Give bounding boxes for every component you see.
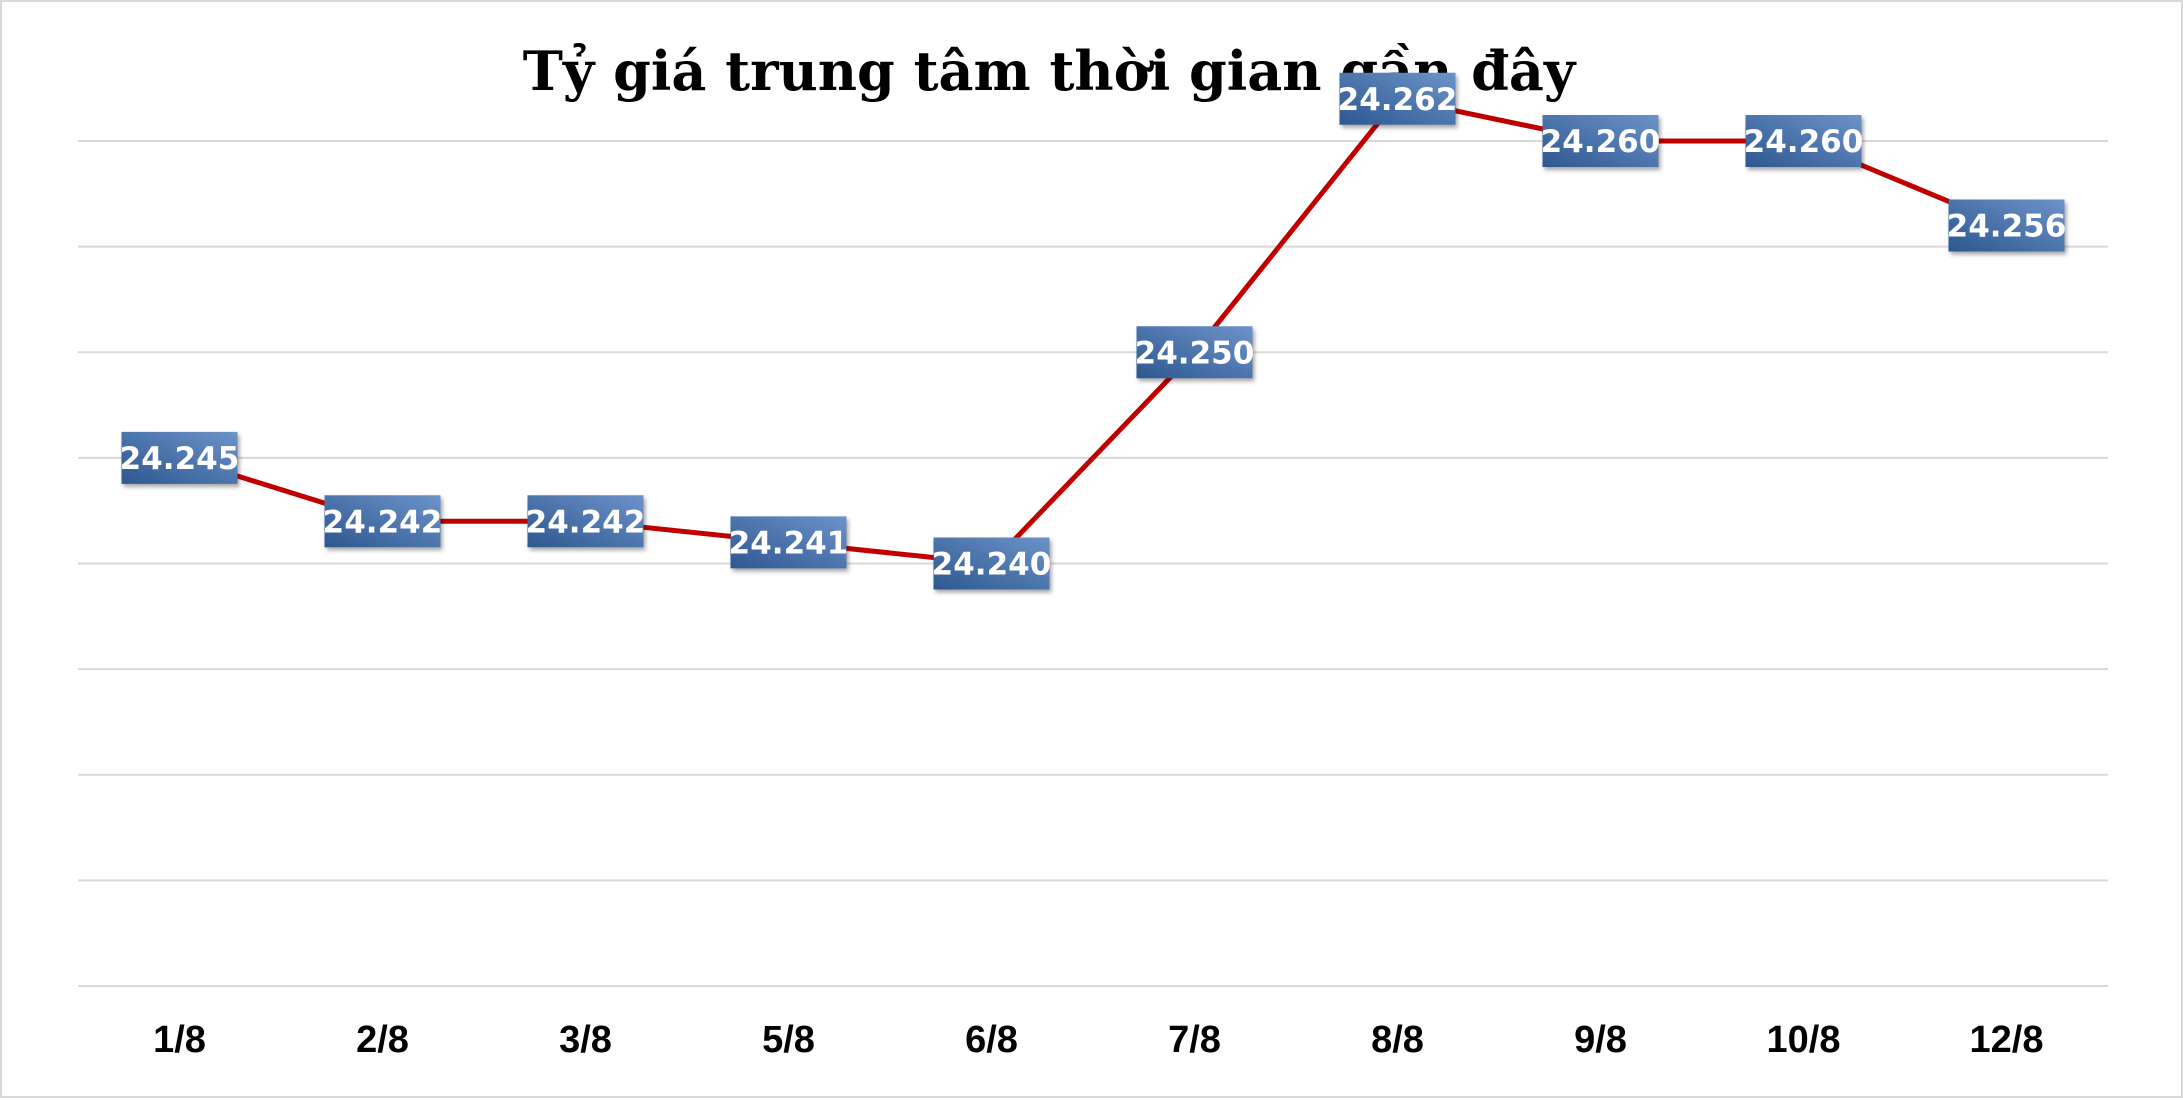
x-tick-label: 7/8 xyxy=(1168,1019,1221,1061)
gridlines xyxy=(78,140,2108,987)
data-label-text: 24.260 xyxy=(1744,124,1864,160)
data-label: 24.256 xyxy=(1947,199,2067,252)
data-label-text: 24.250 xyxy=(1135,335,1255,371)
x-axis-tick-labels: 1/8 2/8 3/8 5/8 6/8 7/8 8/8 9/8 10/8 12/8 xyxy=(153,1019,2043,1061)
data-label-box xyxy=(1136,326,1253,379)
x-tick-label: 8/8 xyxy=(1371,1019,1424,1061)
data-label-text: 24.242 xyxy=(323,504,443,540)
data-label-box xyxy=(1745,115,1862,167)
data-label-text: 24.245 xyxy=(120,441,240,477)
data-label: 24.250 xyxy=(1135,326,1255,379)
series-line xyxy=(177,96,2009,566)
data-label-text: 24.262 xyxy=(1338,82,1458,118)
data-label: 24.245 xyxy=(120,431,240,484)
series-line-group xyxy=(177,96,2009,566)
data-label: 24.260 xyxy=(1541,115,1661,167)
data-label-text: 24.242 xyxy=(526,504,646,540)
data-label: 24.242 xyxy=(323,495,443,548)
x-tick-label: 6/8 xyxy=(965,1019,1018,1061)
data-label: 24.260 xyxy=(1744,115,1864,167)
x-tick-label: 5/8 xyxy=(762,1019,815,1061)
data-label: 24.242 xyxy=(526,495,646,548)
data-label-box xyxy=(1542,115,1659,167)
x-tick-label: 12/8 xyxy=(1970,1019,2044,1061)
data-label-box xyxy=(1339,72,1456,125)
data-label-box xyxy=(121,431,238,484)
data-label: 24.262 xyxy=(1338,72,1458,125)
data-label: 24.241 xyxy=(729,516,849,569)
data-label-box xyxy=(527,495,644,548)
data-label-box xyxy=(730,516,847,569)
x-tick-label: 9/8 xyxy=(1574,1019,1627,1061)
data-label-box xyxy=(324,495,441,548)
x-tick-label: 3/8 xyxy=(559,1019,612,1061)
data-label-box xyxy=(1948,199,2065,252)
data-label-box xyxy=(933,537,1050,590)
data-label-text: 24.241 xyxy=(729,525,849,561)
data-labels: 24.245 24.242 24.242 24.241 24.240 24.250 24.2… xyxy=(120,72,2067,590)
x-tick-label: 1/8 xyxy=(153,1019,206,1061)
data-label-text: 24.256 xyxy=(1947,209,2067,245)
data-label-text: 24.260 xyxy=(1541,124,1661,160)
data-label: 24.240 xyxy=(932,537,1052,590)
x-tick-label: 10/8 xyxy=(1767,1019,1841,1061)
x-tick-label: 2/8 xyxy=(356,1019,409,1061)
data-label-text: 24.240 xyxy=(932,547,1052,583)
